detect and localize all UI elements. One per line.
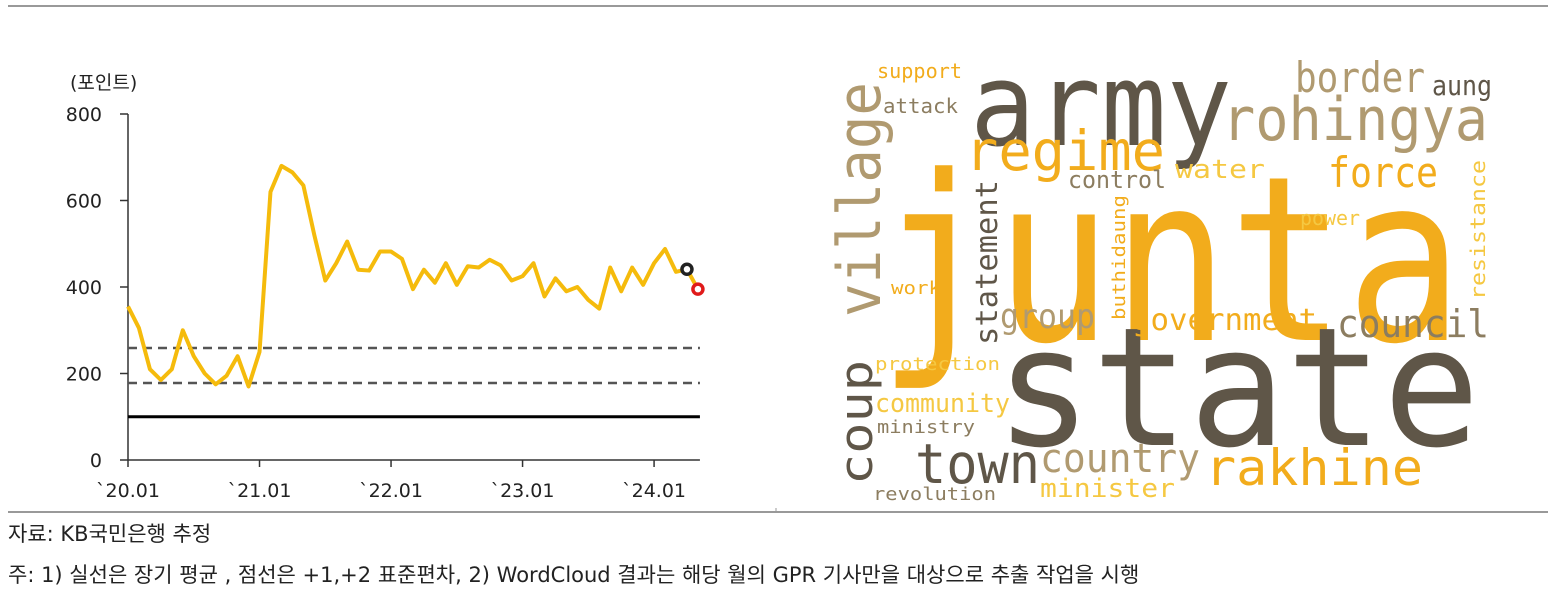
- y-tick-label: 400: [66, 277, 102, 299]
- word: town: [915, 432, 1040, 496]
- word: minister: [1040, 474, 1175, 504]
- word: aung: [1432, 69, 1492, 102]
- y-tick-label: 800: [66, 104, 102, 126]
- word: state: [995, 292, 1480, 484]
- x-tick-label: `20.01: [96, 480, 160, 502]
- word: water: [1175, 155, 1265, 185]
- word: revolution: [873, 484, 996, 505]
- word: control: [1068, 166, 1166, 194]
- word: community: [875, 389, 1010, 419]
- word: group: [1000, 297, 1095, 337]
- word: regime: [965, 119, 1165, 183]
- word: power: [1300, 206, 1360, 230]
- word: border: [1295, 53, 1425, 102]
- x-tick-label: `24.01: [622, 480, 686, 502]
- word: statement: [970, 180, 1005, 345]
- word: force: [1328, 148, 1438, 197]
- word: rakhine: [1205, 439, 1423, 497]
- word: rohingya: [1222, 85, 1488, 155]
- word: attack: [883, 94, 958, 118]
- source: 자료: KB국민은행 추정: [8, 522, 211, 546]
- word: buthidaung: [1109, 195, 1130, 320]
- word: army: [970, 39, 1232, 173]
- word: country: [1040, 436, 1200, 482]
- word: government: [1132, 303, 1317, 338]
- x-tick-label: `23.01: [491, 480, 555, 502]
- x-tick-label: `22.01: [359, 480, 423, 502]
- point-marker: [691, 282, 705, 296]
- word: protection: [875, 354, 1000, 375]
- y-tick-label: 200: [66, 364, 102, 386]
- note: 주: 1) 실선은 장기 평균 , 점선은 +1,+2 표준편차, 2) Wor…: [8, 563, 1139, 587]
- word: ministry: [877, 417, 975, 438]
- word: support: [877, 59, 962, 83]
- word: junta: [878, 128, 1463, 395]
- y-tick-label: 600: [66, 191, 102, 213]
- x-tick-label: `21.01: [228, 480, 292, 502]
- point-marker: [680, 262, 694, 277]
- word: resistance: [1466, 160, 1490, 300]
- word: coup: [830, 360, 883, 485]
- y-tick-label: 0: [90, 450, 102, 472]
- word: council: [1337, 302, 1489, 346]
- y-unit: (포인트): [70, 72, 137, 94]
- word: work: [891, 278, 941, 299]
- series-line: [126, 163, 700, 389]
- word: village: [825, 82, 895, 317]
